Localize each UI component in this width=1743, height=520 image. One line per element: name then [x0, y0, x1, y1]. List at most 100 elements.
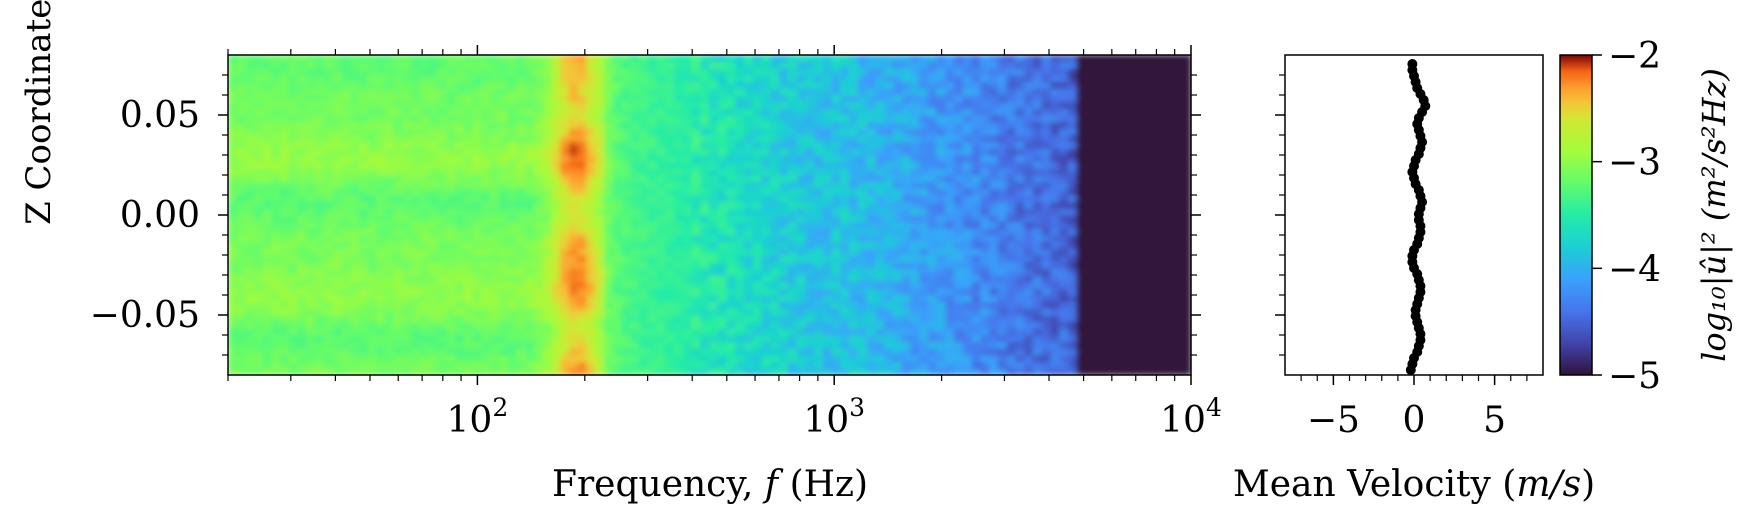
heatmap-cell — [568, 107, 579, 116]
heatmap-cell — [323, 161, 334, 169]
heatmap-cell — [927, 167, 938, 176]
heatmap-cell — [1085, 221, 1096, 229]
heatmap-cell — [1032, 81, 1043, 89]
heatmap-cell — [621, 367, 632, 375]
heatmap-cell — [962, 207, 973, 216]
heatmap-cell — [560, 74, 570, 83]
heatmap-cell — [1041, 207, 1052, 216]
heatmap-cell — [228, 114, 238, 123]
heatmap-cell — [621, 134, 632, 143]
heatmap-cell — [857, 307, 868, 316]
heatmap-cell — [280, 247, 290, 256]
heatmap-cell — [971, 234, 982, 243]
heatmap-cell — [717, 281, 728, 289]
heatmap-cell — [1111, 101, 1122, 109]
heatmap-cell — [1129, 274, 1139, 283]
heatmap-cell — [402, 154, 413, 163]
heatmap-cell — [1032, 261, 1043, 269]
heatmap-cell — [735, 361, 746, 369]
heatmap-cell — [525, 321, 535, 329]
heatmap-cell — [332, 347, 343, 356]
heatmap-cell — [358, 281, 369, 289]
heatmap-cell — [437, 74, 448, 83]
heatmap-cell — [849, 55, 859, 63]
heatmap-cell — [586, 167, 597, 176]
heatmap-cell — [1024, 221, 1034, 229]
heatmap-cell — [945, 181, 956, 189]
heatmap-cell — [866, 367, 877, 375]
heatmap-cell — [700, 307, 710, 316]
heatmap-cell — [962, 161, 973, 169]
heatmap-cell — [271, 214, 282, 223]
heatmap-cell — [691, 347, 702, 356]
heatmap-cell — [1120, 287, 1131, 296]
heatmap-cell — [849, 114, 859, 123]
heatmap-cell — [761, 134, 772, 143]
heatmap-cell — [1006, 114, 1017, 123]
heatmap-cell — [927, 154, 938, 163]
heatmap-cell — [1094, 321, 1104, 329]
heatmap-cell — [306, 334, 317, 343]
heatmap-cell — [560, 281, 570, 289]
heatmap-cell — [1129, 147, 1139, 156]
heatmap-cell — [262, 167, 273, 176]
heatmap-cell — [1024, 55, 1034, 63]
heatmap-cell — [315, 187, 325, 196]
heatmap-cell — [962, 55, 973, 63]
heatmap-cell — [306, 134, 317, 143]
heatmap-cell — [306, 327, 317, 336]
heatmap-cell — [962, 154, 973, 163]
heatmap-cell — [228, 301, 238, 309]
heatmap-cell — [673, 134, 684, 143]
heatmap-cell — [1111, 287, 1122, 296]
heatmap-cell — [962, 301, 973, 309]
heatmap-cell — [411, 207, 422, 216]
heatmap-cell — [927, 194, 938, 203]
heatmap-cell — [551, 74, 562, 83]
heatmap-cell — [630, 55, 640, 63]
heatmap-cell — [936, 347, 947, 356]
heatmap-cell — [665, 161, 675, 169]
heatmap-cell — [735, 294, 746, 303]
heatmap-cell — [297, 121, 308, 129]
heatmap-cell — [595, 67, 605, 76]
heatmap-cell — [612, 161, 623, 169]
heatmap-cell — [428, 261, 439, 269]
heatmap-cell — [875, 314, 886, 323]
heatmap-cell — [323, 274, 334, 283]
heatmap-cell — [507, 261, 518, 269]
heatmap-cell — [1067, 221, 1078, 229]
heatmap-cell — [411, 234, 422, 243]
heatmap-cell — [954, 174, 964, 183]
heatmap-cell — [1111, 107, 1122, 116]
heatmap-cell — [630, 281, 640, 289]
heatmap-cell — [332, 194, 343, 203]
heatmap-cell — [472, 234, 483, 243]
heatmap-cell — [840, 74, 851, 83]
heatmap-cell — [962, 127, 973, 136]
heatmap-cell — [481, 314, 492, 323]
heatmap-cell — [656, 321, 667, 329]
heatmap-cell — [962, 341, 973, 349]
heatmap-cell — [463, 121, 474, 129]
heatmap-cell — [358, 107, 369, 116]
heatmap-cell — [533, 341, 544, 349]
heatmap-cell — [350, 314, 360, 323]
heatmap-cell — [603, 247, 614, 256]
heatmap-cell — [945, 81, 956, 89]
heatmap-cell — [507, 294, 518, 303]
heatmap-cell — [402, 101, 413, 109]
heatmap-cell — [954, 314, 964, 323]
heatmap-cell — [411, 201, 422, 209]
heatmap-cell — [1041, 341, 1052, 349]
heatmap-cell — [1120, 94, 1131, 103]
heatmap-cell — [1129, 327, 1139, 336]
heatmap-cell — [700, 141, 710, 149]
heatmap-cell — [228, 107, 238, 116]
heatmap-cell — [1111, 354, 1122, 363]
heatmap-cell — [840, 247, 851, 256]
heatmap-cell — [437, 181, 448, 189]
heatmap-cell — [630, 367, 640, 375]
heatmap-cell — [717, 147, 728, 156]
heatmap-cell — [752, 147, 763, 156]
